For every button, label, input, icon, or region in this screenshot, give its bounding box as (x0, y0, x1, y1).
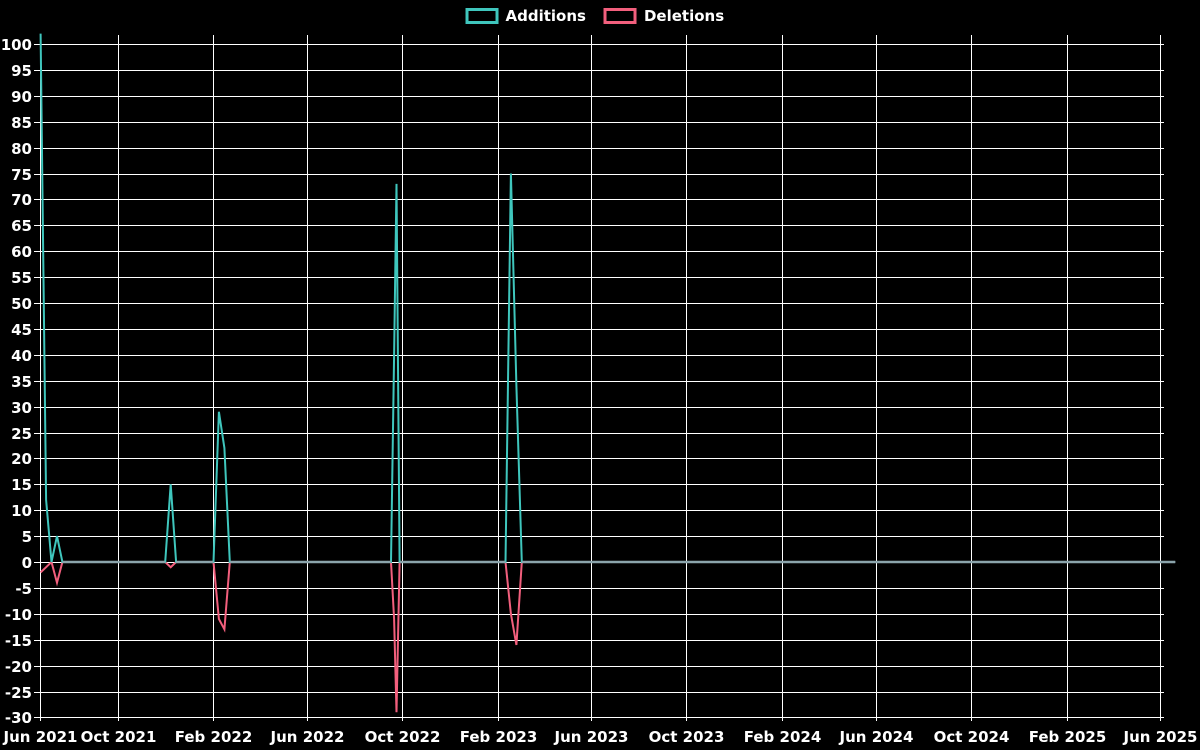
x-tick-label: Feb 2022 (175, 728, 253, 746)
x-tick-label: Feb 2023 (460, 728, 538, 746)
chart-legend: Additions Deletions (465, 7, 725, 25)
y-tick-label: 80 (11, 140, 32, 158)
x-tick-label: Jun 2023 (554, 728, 629, 746)
legend-item-additions[interactable]: Additions (465, 7, 586, 25)
y-tick-label: -10 (5, 606, 32, 624)
x-tick-label: Oct 2023 (649, 728, 725, 746)
y-tick-label: 60 (11, 243, 32, 261)
x-tick-label: Oct 2021 (81, 728, 157, 746)
deletions-line (39, 560, 1176, 713)
x-tick-label: Jun 2022 (270, 728, 345, 746)
y-tick-label: 5 (22, 528, 32, 546)
deletions-swatch-icon (603, 8, 637, 24)
y-tick-label: 30 (11, 399, 32, 417)
y-tick-label: 40 (11, 347, 32, 365)
y-tick-label: 70 (11, 191, 32, 209)
x-tick-label: Oct 2024 (934, 728, 1010, 746)
x-tick-label: Jun 2025 (1123, 728, 1198, 746)
y-tick-label: 55 (11, 269, 32, 287)
legend-label-deletions: Deletions (643, 7, 725, 25)
x-tick-label: Feb 2025 (1029, 728, 1107, 746)
y-tick-label: 45 (11, 321, 32, 339)
y-tick-label: -15 (5, 632, 32, 650)
y-tick-label: -20 (5, 658, 32, 676)
x-tick-label: Jun 2024 (839, 728, 914, 746)
y-tick-label: 90 (11, 88, 32, 106)
y-tick-label: -30 (5, 709, 32, 727)
additions-line (39, 33, 1176, 563)
y-tick-label: 65 (11, 217, 32, 235)
y-tick-label: 0 (22, 554, 32, 572)
y-tick-label: 95 (11, 62, 32, 80)
y-tick-label: -5 (15, 580, 32, 598)
additions-swatch-icon (465, 8, 499, 24)
y-tick-label: 75 (11, 166, 32, 184)
y-tick-label: 15 (11, 476, 32, 494)
y-tick-label: 35 (11, 373, 32, 391)
y-tick-label: 85 (11, 114, 32, 132)
x-tick-label: Oct 2022 (365, 728, 441, 746)
y-tick-label: 100 (1, 36, 32, 54)
x-tick-label: Feb 2024 (744, 728, 822, 746)
y-tick-label: -25 (5, 684, 32, 702)
y-tick-label: 10 (11, 502, 32, 520)
y-tick-label: 25 (11, 425, 32, 443)
y-tick-label: 20 (11, 450, 32, 468)
y-tick-label: 50 (11, 295, 32, 313)
x-tick-label: Jun 2021 (3, 728, 78, 746)
legend-item-deletions[interactable]: Deletions (603, 7, 725, 25)
legend-label-additions: Additions (505, 7, 586, 25)
